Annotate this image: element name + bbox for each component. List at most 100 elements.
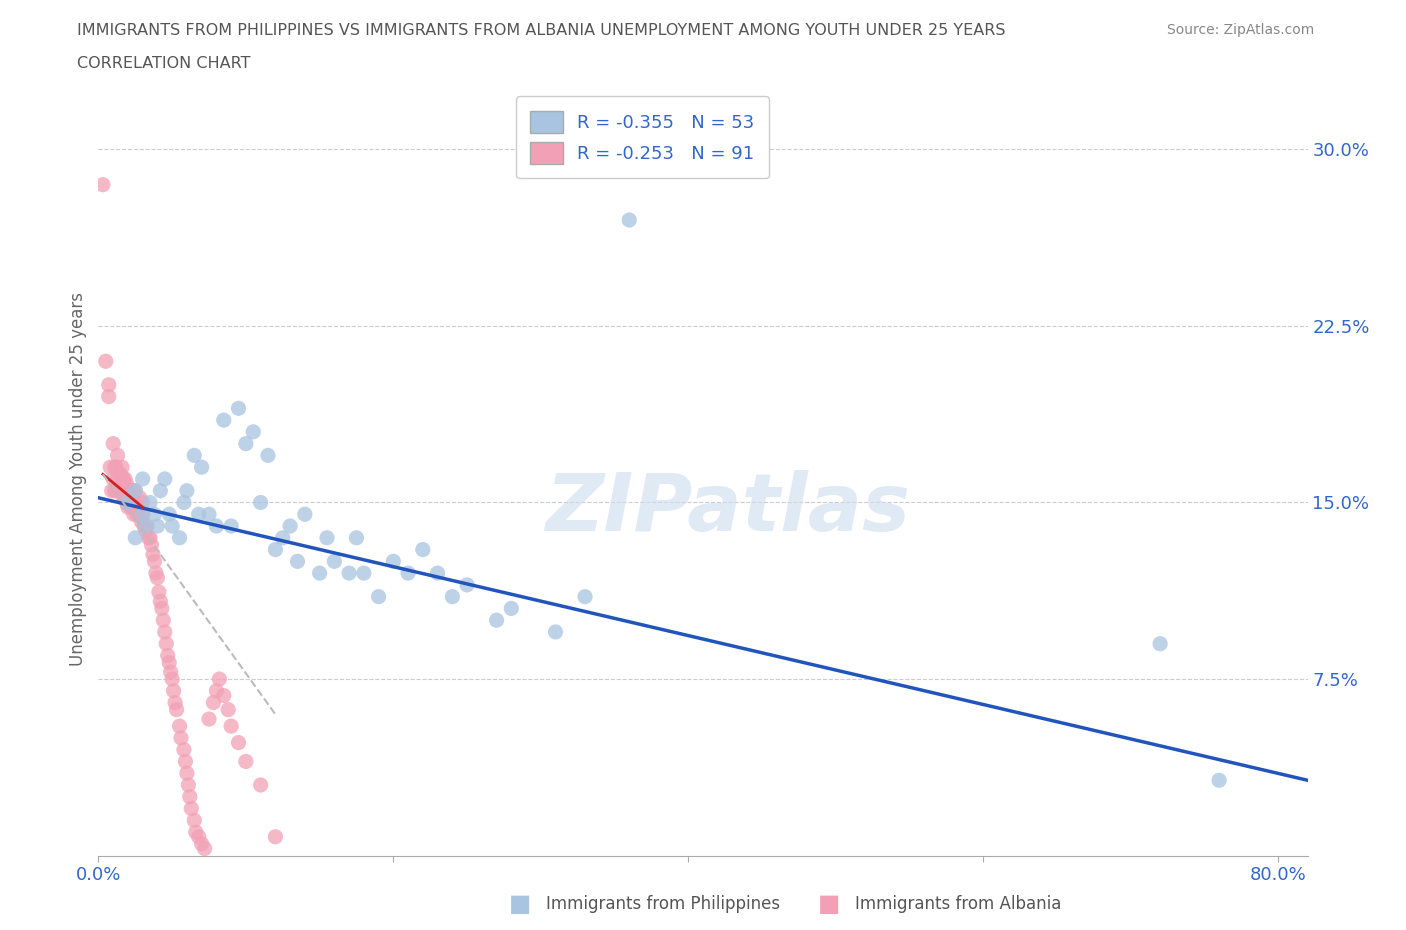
Point [138, 530, 160, 545]
Point [118, 484, 141, 498]
Point [145, 565, 167, 580]
Point [176, 765, 198, 780]
Point [346, 530, 368, 545]
Point [108, 467, 131, 482]
Text: ZIPatlas: ZIPatlas [544, 470, 910, 548]
Point [104, 459, 127, 474]
Point [198, 507, 221, 522]
Point [111, 484, 134, 498]
Point [139, 495, 162, 510]
Text: ■: ■ [509, 892, 531, 916]
Point [125, 507, 148, 522]
Point [143, 507, 166, 522]
Point [117, 484, 139, 498]
Point [105, 484, 128, 498]
Point [1149, 636, 1171, 651]
Point [127, 499, 149, 514]
Point [170, 730, 193, 745]
Point [94, 353, 117, 368]
Point [217, 702, 239, 717]
Point [308, 565, 330, 580]
Point [135, 519, 157, 534]
Point [134, 519, 156, 534]
Point [544, 625, 567, 640]
Point [426, 565, 449, 580]
Point [249, 777, 271, 792]
Point [501, 601, 523, 616]
Point [180, 801, 202, 816]
Point [219, 519, 242, 534]
Point [156, 648, 179, 663]
Point [142, 547, 165, 562]
Point [128, 507, 150, 522]
Point [143, 554, 166, 569]
Point [235, 754, 257, 769]
Point [179, 790, 201, 804]
Point [157, 655, 180, 670]
Point [124, 499, 146, 514]
Legend: R = -0.355   N = 53, R = -0.253   N = 91: R = -0.355 N = 53, R = -0.253 N = 91 [516, 97, 769, 179]
Point [121, 499, 143, 514]
Point [228, 401, 250, 416]
Point [174, 754, 197, 769]
Text: CORRELATION CHART: CORRELATION CHART [77, 56, 250, 71]
Point [619, 213, 641, 228]
Point [152, 613, 174, 628]
Point [412, 542, 434, 557]
Point [1208, 773, 1230, 788]
Point [155, 636, 177, 651]
Point [162, 684, 184, 698]
Point [114, 472, 136, 486]
Point [118, 495, 141, 510]
Point [124, 484, 146, 498]
Point [148, 585, 170, 600]
Point [485, 613, 508, 628]
Point [242, 424, 264, 439]
Point [173, 742, 195, 757]
Point [169, 719, 191, 734]
Point [456, 578, 478, 592]
Point [367, 590, 389, 604]
Point [169, 530, 191, 545]
Point [139, 530, 162, 545]
Point [149, 594, 172, 609]
Y-axis label: Unemployment Among Youth under 25 years: Unemployment Among Youth under 25 years [69, 292, 87, 666]
Point [228, 736, 250, 751]
Point [396, 565, 419, 580]
Text: IMMIGRANTS FROM PHILIPPINES VS IMMIGRANTS FROM ALBANIA UNEMPLOYMENT AMONG YOUTH : IMMIGRANTS FROM PHILIPPINES VS IMMIGRANT… [77, 23, 1005, 38]
Point [323, 554, 346, 569]
Point [135, 524, 157, 538]
Text: Source: ZipAtlas.com: Source: ZipAtlas.com [1167, 23, 1315, 37]
Point [101, 436, 124, 451]
Point [105, 459, 128, 474]
Point [136, 519, 159, 534]
Point [128, 490, 150, 505]
Point [205, 684, 228, 698]
Point [219, 719, 242, 734]
Point [153, 472, 176, 486]
Point [124, 484, 146, 498]
Point [159, 665, 181, 680]
Point [110, 467, 132, 482]
Point [271, 530, 294, 545]
Point [112, 490, 135, 505]
Point [117, 495, 139, 510]
Point [212, 688, 235, 703]
Point [235, 436, 257, 451]
Point [108, 484, 131, 498]
Point [110, 484, 132, 498]
Point [441, 590, 464, 604]
Point [208, 671, 231, 686]
Point [97, 389, 120, 404]
Point [107, 448, 129, 463]
Point [166, 702, 188, 717]
Point [382, 554, 405, 569]
Point [316, 530, 339, 545]
Point [353, 565, 375, 580]
Point [194, 841, 217, 856]
Point [184, 825, 207, 840]
Point [117, 499, 139, 514]
Point [115, 476, 138, 491]
Point [153, 625, 176, 640]
Point [257, 448, 280, 463]
